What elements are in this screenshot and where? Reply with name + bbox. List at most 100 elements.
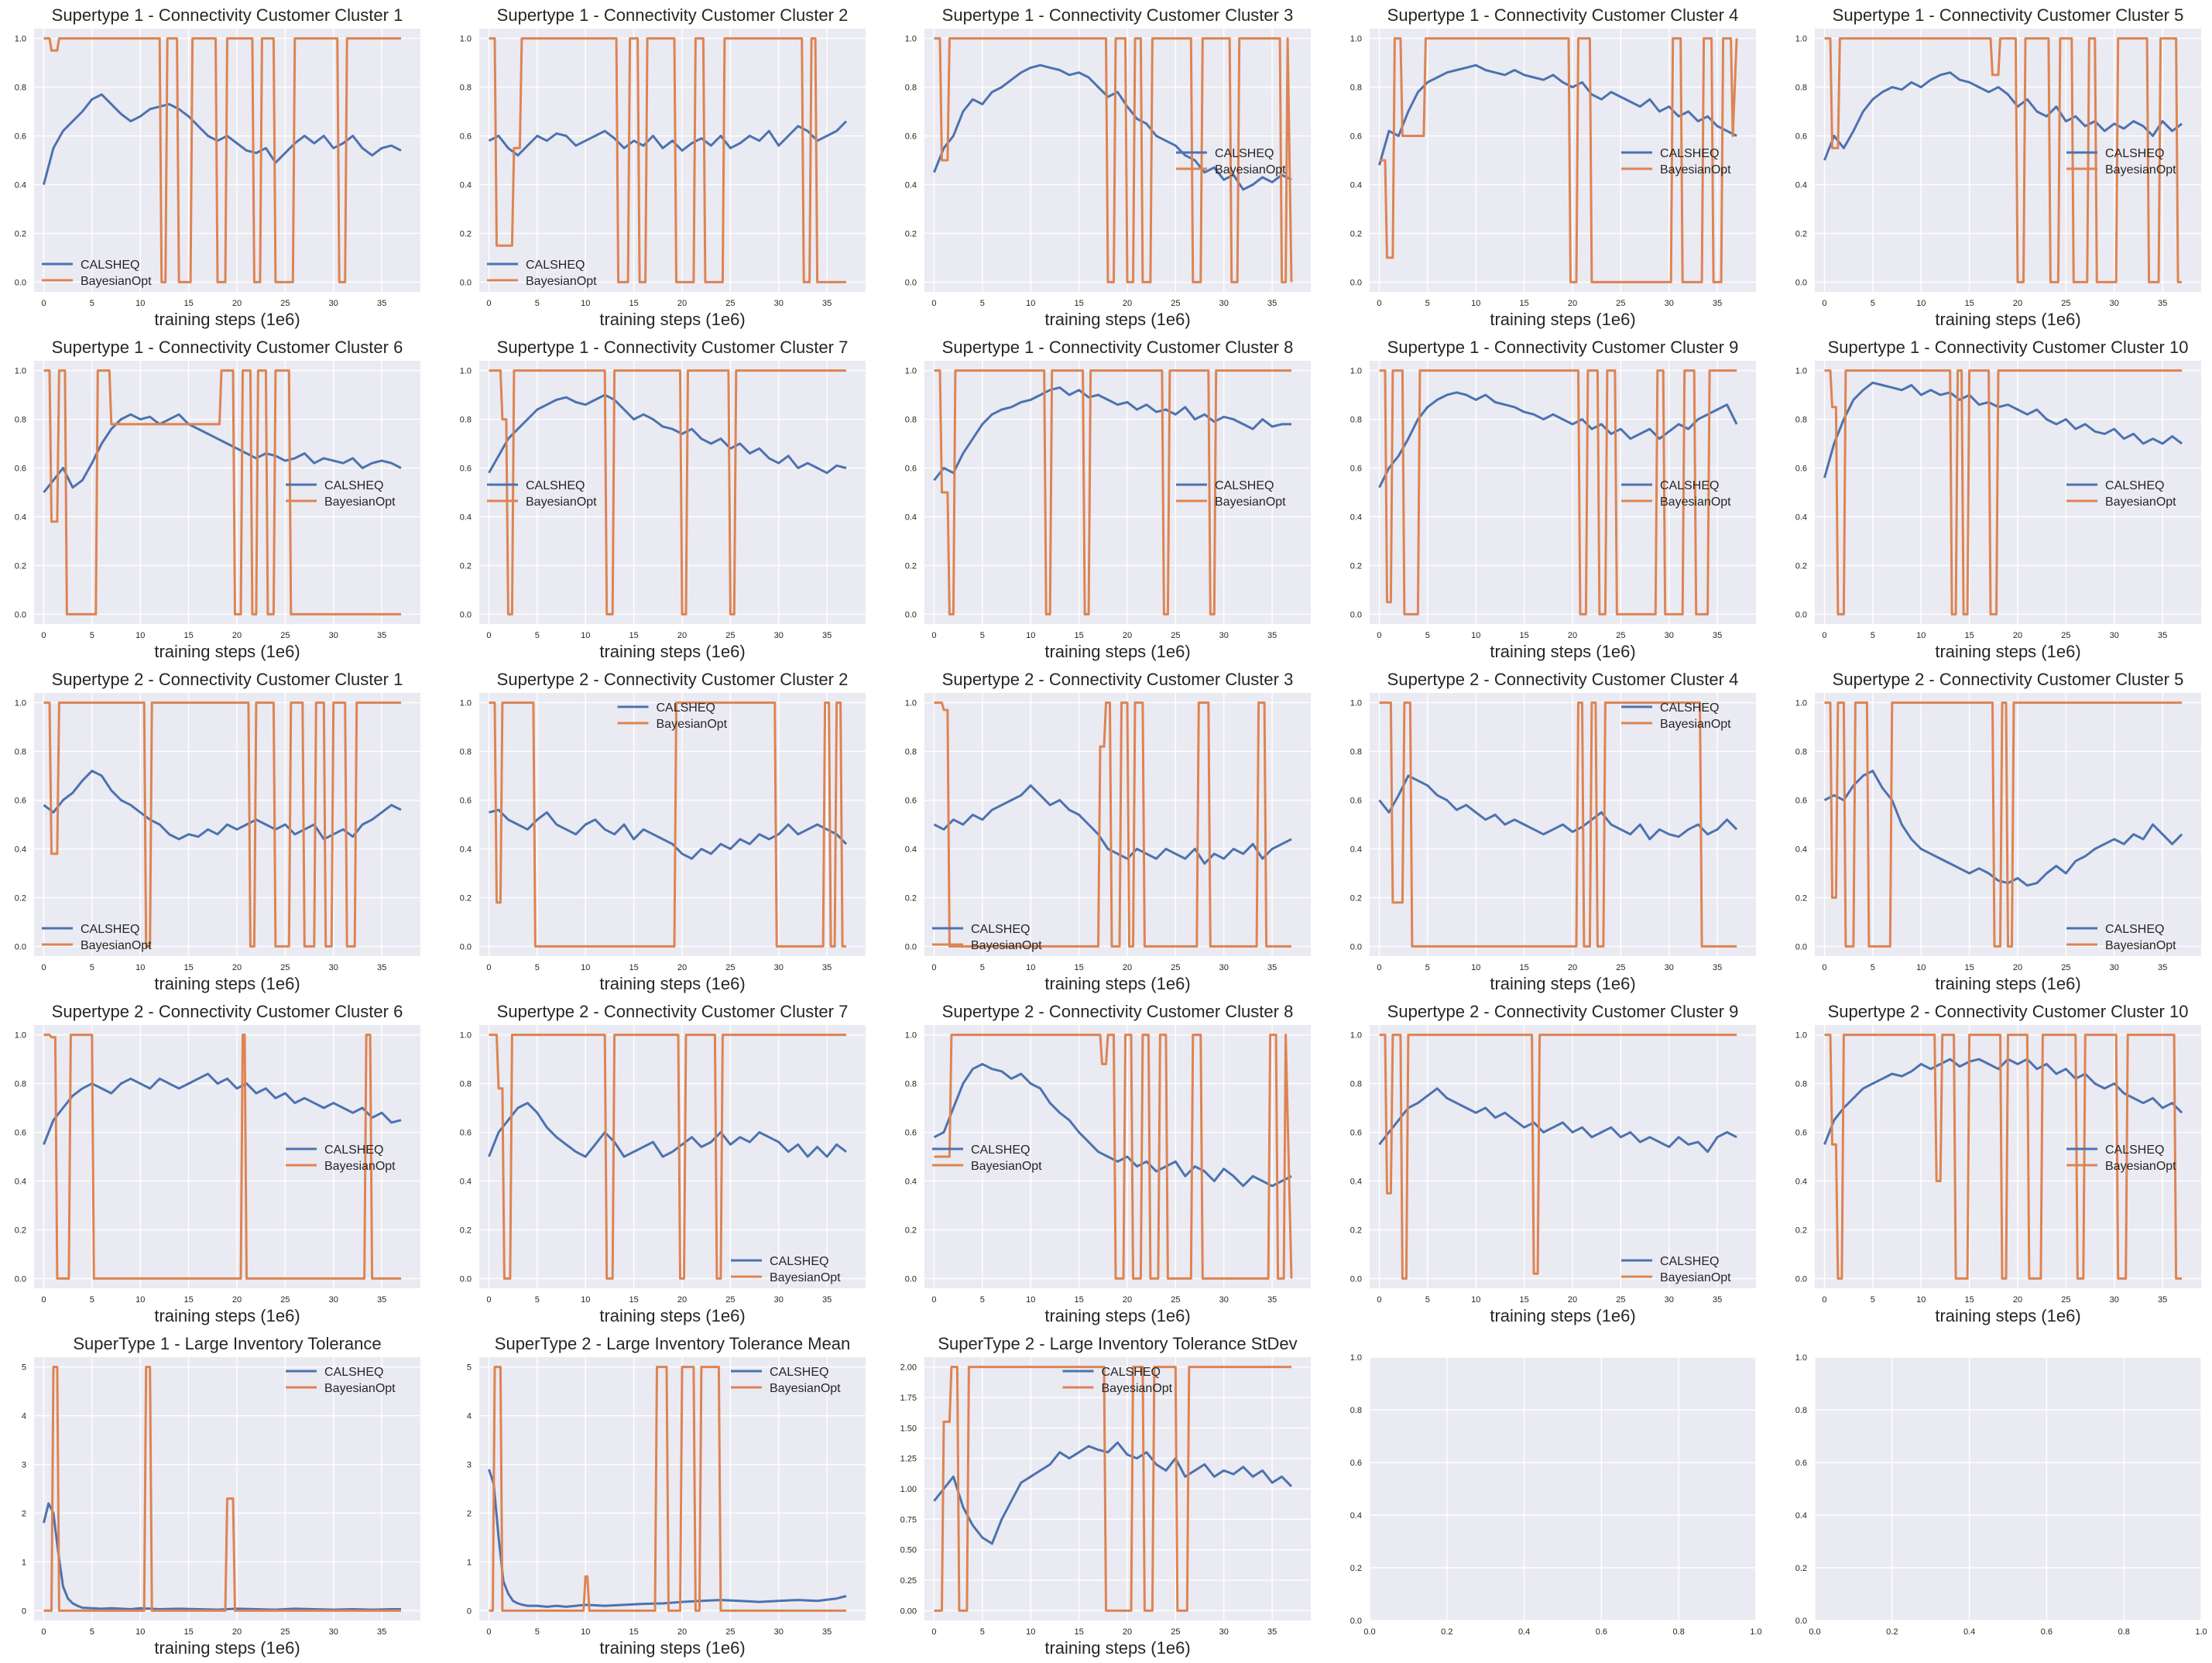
x-tick-label: 35: [377, 1295, 386, 1305]
subplot-1: 0.0 0.2 0.4 0.6 0.8 1.0 0 5 10 15 20 25 30 35 Supertyp…: [15, 5, 420, 329]
x-tick-label: 15: [1074, 299, 1083, 308]
y-tick-label: 1.0: [1350, 367, 1362, 376]
y-tick-label: 0.6: [15, 465, 26, 474]
series-line-bayesianopt: [934, 369, 1291, 615]
x-tick-label: 10: [581, 631, 590, 640]
x-axis-label: training steps (1e6): [1044, 1306, 1190, 1325]
y-tick-label: 0.0: [905, 610, 917, 619]
series-line-calsheq: [489, 808, 848, 860]
x-tick-label: 0: [931, 1295, 936, 1305]
series-line-calsheq: [1823, 770, 2183, 887]
x-axis-label: training steps (1e6): [1044, 310, 1190, 329]
y-tick-label: 0.0: [905, 942, 917, 952]
subplot-title: Supertype 1 - Connectivity Customer Clus…: [497, 338, 849, 357]
x-tick-label: 10: [135, 631, 145, 640]
series-line-calsheq: [1378, 63, 1737, 166]
x-tick-label: 35: [822, 631, 832, 640]
legend: CALSHEQ BayesianOpt: [2066, 1144, 2176, 1173]
x-tick-label: 0: [1377, 299, 1381, 308]
y-tick-label: 4: [467, 1412, 472, 1421]
series-line-bayesianopt: [489, 701, 846, 948]
x-axis-label: training steps (1e6): [1490, 1306, 1635, 1325]
legend: CALSHEQ BayesianOpt: [1062, 1366, 1173, 1395]
y-tick-label: 1.0: [1795, 1353, 1807, 1363]
y-tick-label: 0.8: [1795, 748, 1807, 757]
x-tick-label: 25: [2061, 299, 2070, 308]
x-tick-label: 5: [1871, 299, 1875, 308]
series-line-calsheq: [43, 93, 402, 185]
legend-label-bayesianopt: BayesianOpt: [324, 1160, 396, 1173]
x-tick-label: 0: [486, 1627, 491, 1637]
subplot-3: 0.0 0.2 0.4 0.6 0.8 1.0 0 5 10 15 20 25 30 35 Supertyp…: [905, 5, 1311, 329]
x-tick-label: 30: [1219, 299, 1229, 308]
y-tick-label: 0.4: [1795, 513, 1807, 522]
series-line-calsheq: [1378, 391, 1738, 489]
x-tick-label: 5: [980, 299, 985, 308]
x-tick-label: 0: [41, 299, 46, 308]
x-tick-label: 0.0: [1809, 1627, 1820, 1637]
x-tick-label: 5: [1871, 1295, 1875, 1305]
y-tick-label: 0.2: [15, 893, 26, 903]
y-tick-label: 0.0: [1795, 610, 1807, 619]
x-tick-label: 0: [1822, 963, 1826, 972]
subplot-title: SuperType 2 - Large Inventory Tolerance …: [495, 1334, 850, 1353]
x-tick-label: 20: [2013, 1295, 2022, 1305]
x-tick-label: 25: [1616, 631, 1625, 640]
x-tick-label: 0: [41, 1295, 46, 1305]
y-tick-label: 0.2: [1350, 561, 1362, 571]
x-tick-label: 20: [1568, 631, 1577, 640]
x-tick-label: 5: [535, 963, 540, 972]
subplot-title: Supertype 1 - Connectivity Customer Clus…: [497, 5, 849, 25]
series-line-calsheq: [1823, 1058, 2183, 1145]
subplot-title: Supertype 1 - Connectivity Customer Clus…: [1833, 5, 2184, 25]
y-tick-label: 0.6: [15, 1129, 26, 1138]
x-tick-label: 0: [1377, 631, 1381, 640]
y-tick-label: 1.50: [900, 1424, 917, 1433]
x-tick-label: 35: [377, 1627, 386, 1637]
x-tick-label: 10: [581, 299, 590, 308]
y-tick-label: 0.8: [460, 748, 472, 757]
x-tick-label: 35: [377, 299, 386, 308]
x-tick-label: 20: [677, 963, 687, 972]
x-tick-label: 0: [1822, 1295, 1826, 1305]
y-tick-label: 1.0: [1350, 1353, 1362, 1363]
x-tick-label: 15: [183, 1627, 193, 1637]
subplot-title: SuperType 1 - Large Inventory Tolerance: [73, 1334, 381, 1353]
y-tick-label: 0.2: [905, 229, 917, 238]
series-line-bayesianopt: [1824, 369, 2183, 615]
x-tick-label: 20: [677, 1295, 687, 1305]
x-tick-label: 0: [41, 963, 46, 972]
x-tick-label: 5: [980, 963, 985, 972]
x-tick-label: 5: [535, 1627, 540, 1637]
y-tick-label: 3: [22, 1461, 26, 1470]
series-line-calsheq: [1378, 1087, 1737, 1154]
subplot-13: 0.0 0.2 0.4 0.6 0.8 1.0 0 5 10 15 20 25 30 35 Supertyp…: [905, 670, 1311, 993]
x-tick-label: 10: [135, 963, 145, 972]
y-tick-label: 0.2: [1350, 1226, 1362, 1235]
y-tick-label: 0.0: [460, 942, 472, 952]
y-tick-label: 0.2: [15, 229, 26, 238]
x-tick-label: 15: [1519, 1295, 1528, 1305]
x-tick-label: 5: [980, 1627, 985, 1637]
y-tick-label: 0.8: [15, 748, 26, 757]
series-line-bayesianopt: [43, 701, 401, 948]
y-tick-label: 0.2: [1795, 1226, 1807, 1235]
legend-label-calsheq: CALSHEQ: [770, 1366, 828, 1379]
x-tick-label: 25: [2061, 963, 2070, 972]
legend-label-calsheq: CALSHEQ: [324, 479, 383, 492]
series-line-bayesianopt: [934, 37, 1293, 283]
series-line-bayesianopt: [1824, 1034, 2183, 1280]
x-tick-label: 25: [1616, 963, 1625, 972]
y-tick-label: 0.50: [900, 1546, 917, 1555]
x-tick-label: 35: [1713, 1295, 1722, 1305]
x-tick-label: 0.2: [1886, 1627, 1898, 1637]
y-tick-label: 0.8: [460, 84, 472, 93]
x-tick-label: 10: [1471, 963, 1480, 972]
plot-area: [1370, 1025, 1756, 1288]
y-tick-label: 0.4: [15, 1177, 26, 1186]
x-tick-label: 0.6: [2041, 1627, 2053, 1637]
y-tick-label: 3: [467, 1461, 472, 1470]
x-tick-label: 5: [1425, 963, 1430, 972]
y-tick-label: 0.0: [15, 1274, 26, 1284]
x-tick-label: 0: [486, 299, 491, 308]
